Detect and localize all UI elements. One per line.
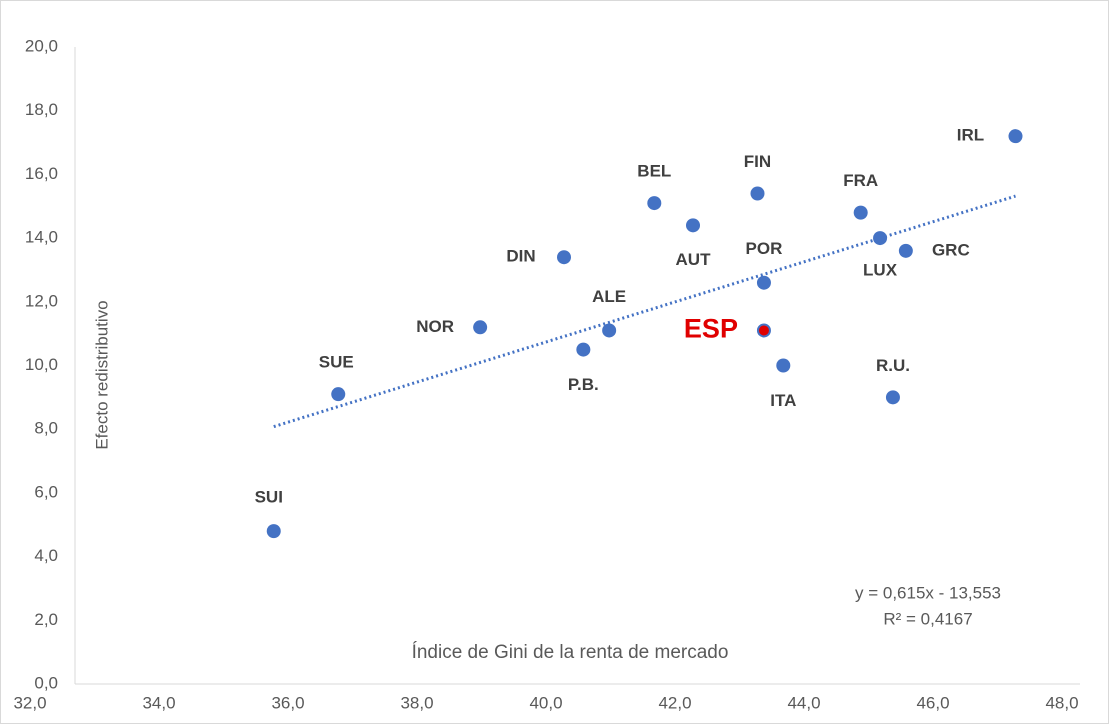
point-label: P.B.: [568, 375, 599, 394]
x-tick-label: 38,0: [400, 693, 433, 712]
equation: y = 0,615x - 13,553: [855, 583, 1001, 602]
y-tick-label: 8,0: [34, 419, 58, 438]
x-tick-label: 48,0: [1045, 693, 1078, 712]
point: [756, 275, 771, 290]
point: [473, 320, 488, 335]
x-tick-label: 42,0: [658, 693, 691, 712]
point: [686, 218, 700, 233]
x-tick-label: 36,0: [271, 693, 304, 712]
y-tick-label: 18,0: [25, 100, 58, 119]
x-tick-label: 40,0: [529, 693, 562, 712]
point: [557, 250, 571, 265]
point-label: SUI: [255, 488, 283, 507]
point: [873, 231, 888, 246]
point-label: FRA: [843, 171, 878, 190]
point-label: LUX: [863, 261, 898, 280]
y-tick-label: 4,0: [34, 546, 58, 565]
point-label: ESP: [684, 314, 738, 344]
x-tick-label: 34,0: [142, 693, 175, 712]
x-axis-label: Índice de Gini de la renta de mercado: [412, 642, 729, 663]
y-tick-label: 0,0: [34, 673, 58, 692]
x-tick-label: 32,0: [13, 693, 46, 712]
y-tick-label: 20,0: [25, 36, 58, 55]
y-tick-label: 12,0: [25, 291, 58, 310]
r-squared: R² = 0,4167: [883, 609, 972, 628]
point-label: ALE: [592, 287, 626, 306]
y-tick-label: 16,0: [25, 164, 58, 183]
point: [647, 196, 662, 211]
point: [898, 243, 913, 258]
point-label: IRL: [957, 126, 984, 145]
point: [756, 323, 771, 338]
point-label: R.U.: [876, 356, 910, 375]
point-label: SUE: [319, 353, 354, 372]
point-label: NOR: [416, 317, 454, 336]
point: [576, 342, 591, 357]
x-tick-label: 44,0: [787, 693, 820, 712]
point-label: POR: [746, 239, 783, 258]
y-tick-label: 6,0: [34, 482, 58, 501]
x-tick-label: 46,0: [916, 693, 949, 712]
point-label: FIN: [744, 152, 771, 171]
point: [266, 524, 281, 539]
point-label: GRC: [932, 240, 970, 259]
y-tick-label: 14,0: [25, 228, 58, 247]
y-axis-label: Efecto redistributivo: [92, 300, 111, 449]
y-tick-label: 10,0: [25, 355, 58, 374]
point: [853, 205, 868, 220]
point: [750, 186, 765, 201]
point-label: BEL: [637, 162, 671, 181]
y-tick-label: 2,0: [34, 610, 58, 629]
point-label: AUT: [676, 250, 712, 269]
point: [885, 390, 900, 405]
point: [776, 358, 791, 373]
point-label: ITA: [770, 391, 796, 410]
point: [331, 387, 346, 402]
point-label: DIN: [506, 247, 535, 266]
point: [1008, 129, 1023, 144]
point: [602, 323, 617, 338]
